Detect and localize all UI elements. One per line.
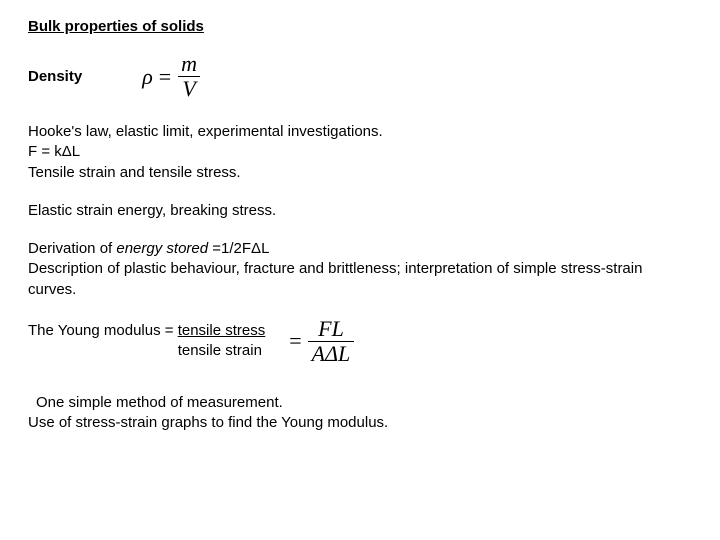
equals-sign: =	[289, 328, 301, 354]
hookes-line2: F = kΔL	[28, 142, 692, 162]
closing-line1: One simple method of measurement.	[28, 393, 692, 413]
density-numerator: m	[177, 53, 201, 76]
derivation-prefix: Derivation of	[28, 240, 116, 257]
hookes-block: Hooke's law, elastic limit, experimental…	[28, 122, 692, 183]
closing-block: One simple method of measurement. Use of…	[28, 393, 692, 434]
density-formula: ρ = m V	[142, 53, 201, 100]
elastic-line: Elastic strain energy, breaking stress.	[28, 201, 692, 221]
closing-line2: Use of stress-strain graphs to find the …	[28, 413, 692, 433]
young-modulus-row: The Young modulus = tensile stress tensi…	[28, 318, 692, 365]
young-denominator: AΔL	[308, 341, 355, 365]
young-fraction: FL AΔL	[308, 318, 355, 365]
page-title: Bulk properties of solids	[28, 18, 692, 35]
young-text-fraction: tensile stress tensile strain	[178, 321, 266, 362]
density-row: Density ρ = m V	[28, 53, 692, 100]
hookes-line1: Hooke's law, elastic limit, experimental…	[28, 122, 692, 142]
derivation-desc: Description of plastic behaviour, fractu…	[28, 259, 692, 300]
derivation-suffix: =1/2FΔL	[208, 240, 269, 257]
young-text-num: tensile stress	[178, 322, 266, 339]
derivation-block: Derivation of energy stored =1/2FΔL Desc…	[28, 239, 692, 300]
young-numerator: FL	[314, 318, 348, 341]
young-prefix: The Young modulus =	[28, 322, 178, 339]
equals-sign: =	[159, 64, 171, 90]
density-lhs: ρ	[142, 64, 153, 90]
derivation-italic: energy stored	[116, 240, 208, 257]
density-label: Density	[28, 68, 82, 85]
hookes-line3: Tensile strain and tensile stress.	[28, 163, 692, 183]
young-formula: = FL AΔL	[283, 318, 354, 365]
density-denominator: V	[178, 76, 199, 100]
young-text-den: tensile strain	[178, 342, 262, 359]
derivation-line: Derivation of energy stored =1/2FΔL	[28, 239, 692, 259]
young-modulus-text: The Young modulus = tensile stress tensi…	[28, 321, 265, 362]
density-fraction: m V	[177, 53, 201, 100]
